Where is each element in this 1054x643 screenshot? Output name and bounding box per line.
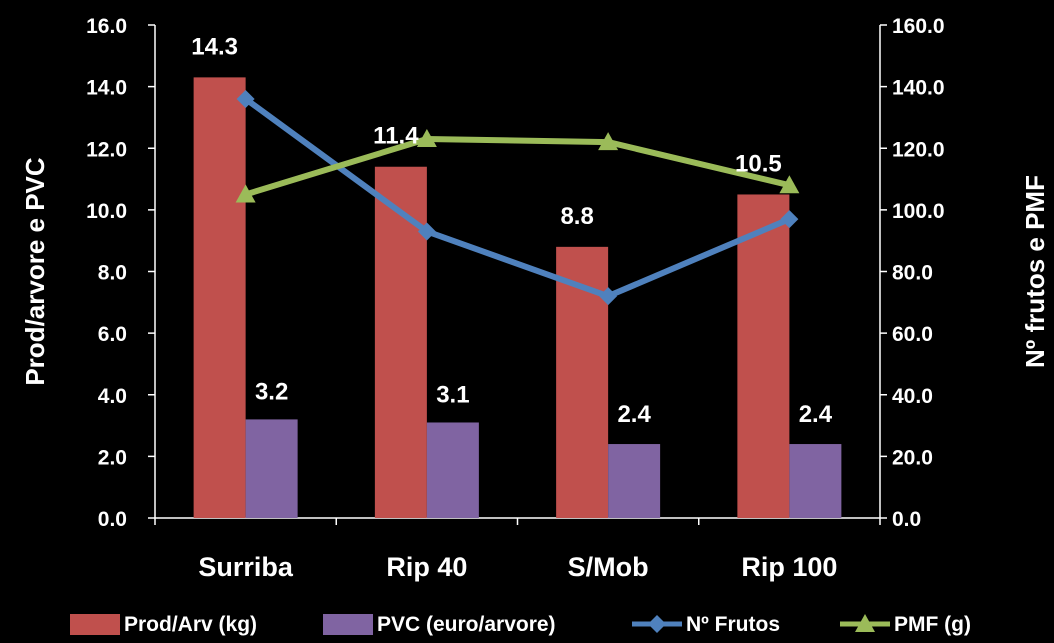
x-tick-label: Surriba	[198, 552, 294, 582]
marker-diamond	[417, 222, 436, 241]
bar-pvc	[426, 422, 479, 518]
y-tick-label-right: 40.0	[892, 385, 933, 408]
data-label: 2.4	[799, 401, 833, 428]
bar-prod	[737, 194, 790, 518]
x-tick-label: Rip 40	[386, 552, 467, 582]
legend: Prod/Arv (kg) PVC (euro/arvore) Nº Frutos P…	[70, 613, 971, 636]
marker-triangle	[598, 132, 619, 151]
y-tick-label-left: 12.0	[86, 138, 127, 161]
line-diamond	[243, 96, 791, 300]
y-tick-label-left: 16.0	[86, 15, 127, 38]
data-label: 14.3	[191, 33, 238, 60]
y-tick-label-left: 0.0	[98, 508, 127, 531]
legend-marker-triangle	[855, 614, 875, 632]
legend-swatch	[323, 614, 373, 635]
y-tick-label-left: 6.0	[98, 323, 127, 346]
x-tick-label: Rip 100	[741, 552, 837, 582]
bar-pvc	[608, 444, 661, 518]
line-triangle	[244, 136, 791, 198]
legend-label: Prod/Arv (kg)	[124, 613, 257, 636]
data-label: 3.1	[436, 381, 469, 408]
y-tick-label-left: 4.0	[98, 385, 127, 408]
legend-label: PVC (euro/arvore)	[377, 613, 556, 636]
x-tick-label: S/Mob	[568, 552, 649, 582]
legend-swatch	[70, 614, 120, 635]
marker-diamond	[236, 89, 255, 108]
data-label: 3.2	[255, 378, 288, 405]
y-tick-label-right: 60.0	[892, 323, 933, 346]
y-tick-label-right: 80.0	[892, 262, 933, 285]
bars	[193, 77, 842, 519]
y-tick-label-left: 8.0	[98, 262, 127, 285]
y-tick-label-right: 160.0	[892, 15, 945, 38]
y-tick-label-left: 2.0	[98, 446, 127, 469]
bar-prod	[193, 77, 246, 518]
marker-triangle	[779, 175, 800, 194]
data-label: 8.8	[560, 203, 593, 230]
y-tick-label-left: 14.0	[86, 77, 127, 100]
y-axis-title-right: Nº frutos e PMF	[1020, 175, 1050, 368]
marker-triangle	[235, 184, 256, 203]
legend-label: PMF (g)	[894, 613, 971, 636]
legend-label: Nº Frutos	[686, 613, 780, 636]
y-tick-label-right: 120.0	[892, 138, 945, 161]
axes: 0.0 2.0 4.0 6.0 8.0 10.0 12.0 14.0 16.0 0.0 20.0 40…	[20, 15, 1050, 582]
marker-diamond	[599, 287, 618, 306]
y-tick-label-right: 20.0	[892, 446, 933, 469]
y-axis-title-left: Prod/arvore e PVC	[20, 157, 50, 386]
marker-diamond	[780, 210, 799, 229]
data-label: 2.4	[617, 401, 651, 428]
y-tick-label-right: 100.0	[892, 200, 945, 223]
marker-triangle	[416, 129, 437, 148]
data-label: 10.5	[735, 150, 782, 177]
bar-prod	[374, 166, 427, 519]
lines	[235, 89, 800, 306]
y-tick-label-right: 0.0	[892, 508, 921, 531]
data-labels: 14.3 11.4 8.8 10.5 3.2 3.1 2.4 2.4	[191, 33, 832, 428]
bar-pvc	[245, 419, 298, 518]
data-label: 11.4	[373, 123, 419, 150]
y-tick-label-left: 10.0	[86, 200, 127, 223]
bar-pvc	[789, 444, 842, 518]
legend-marker-diamond	[648, 615, 666, 633]
y-tick-label-right: 140.0	[892, 77, 945, 100]
